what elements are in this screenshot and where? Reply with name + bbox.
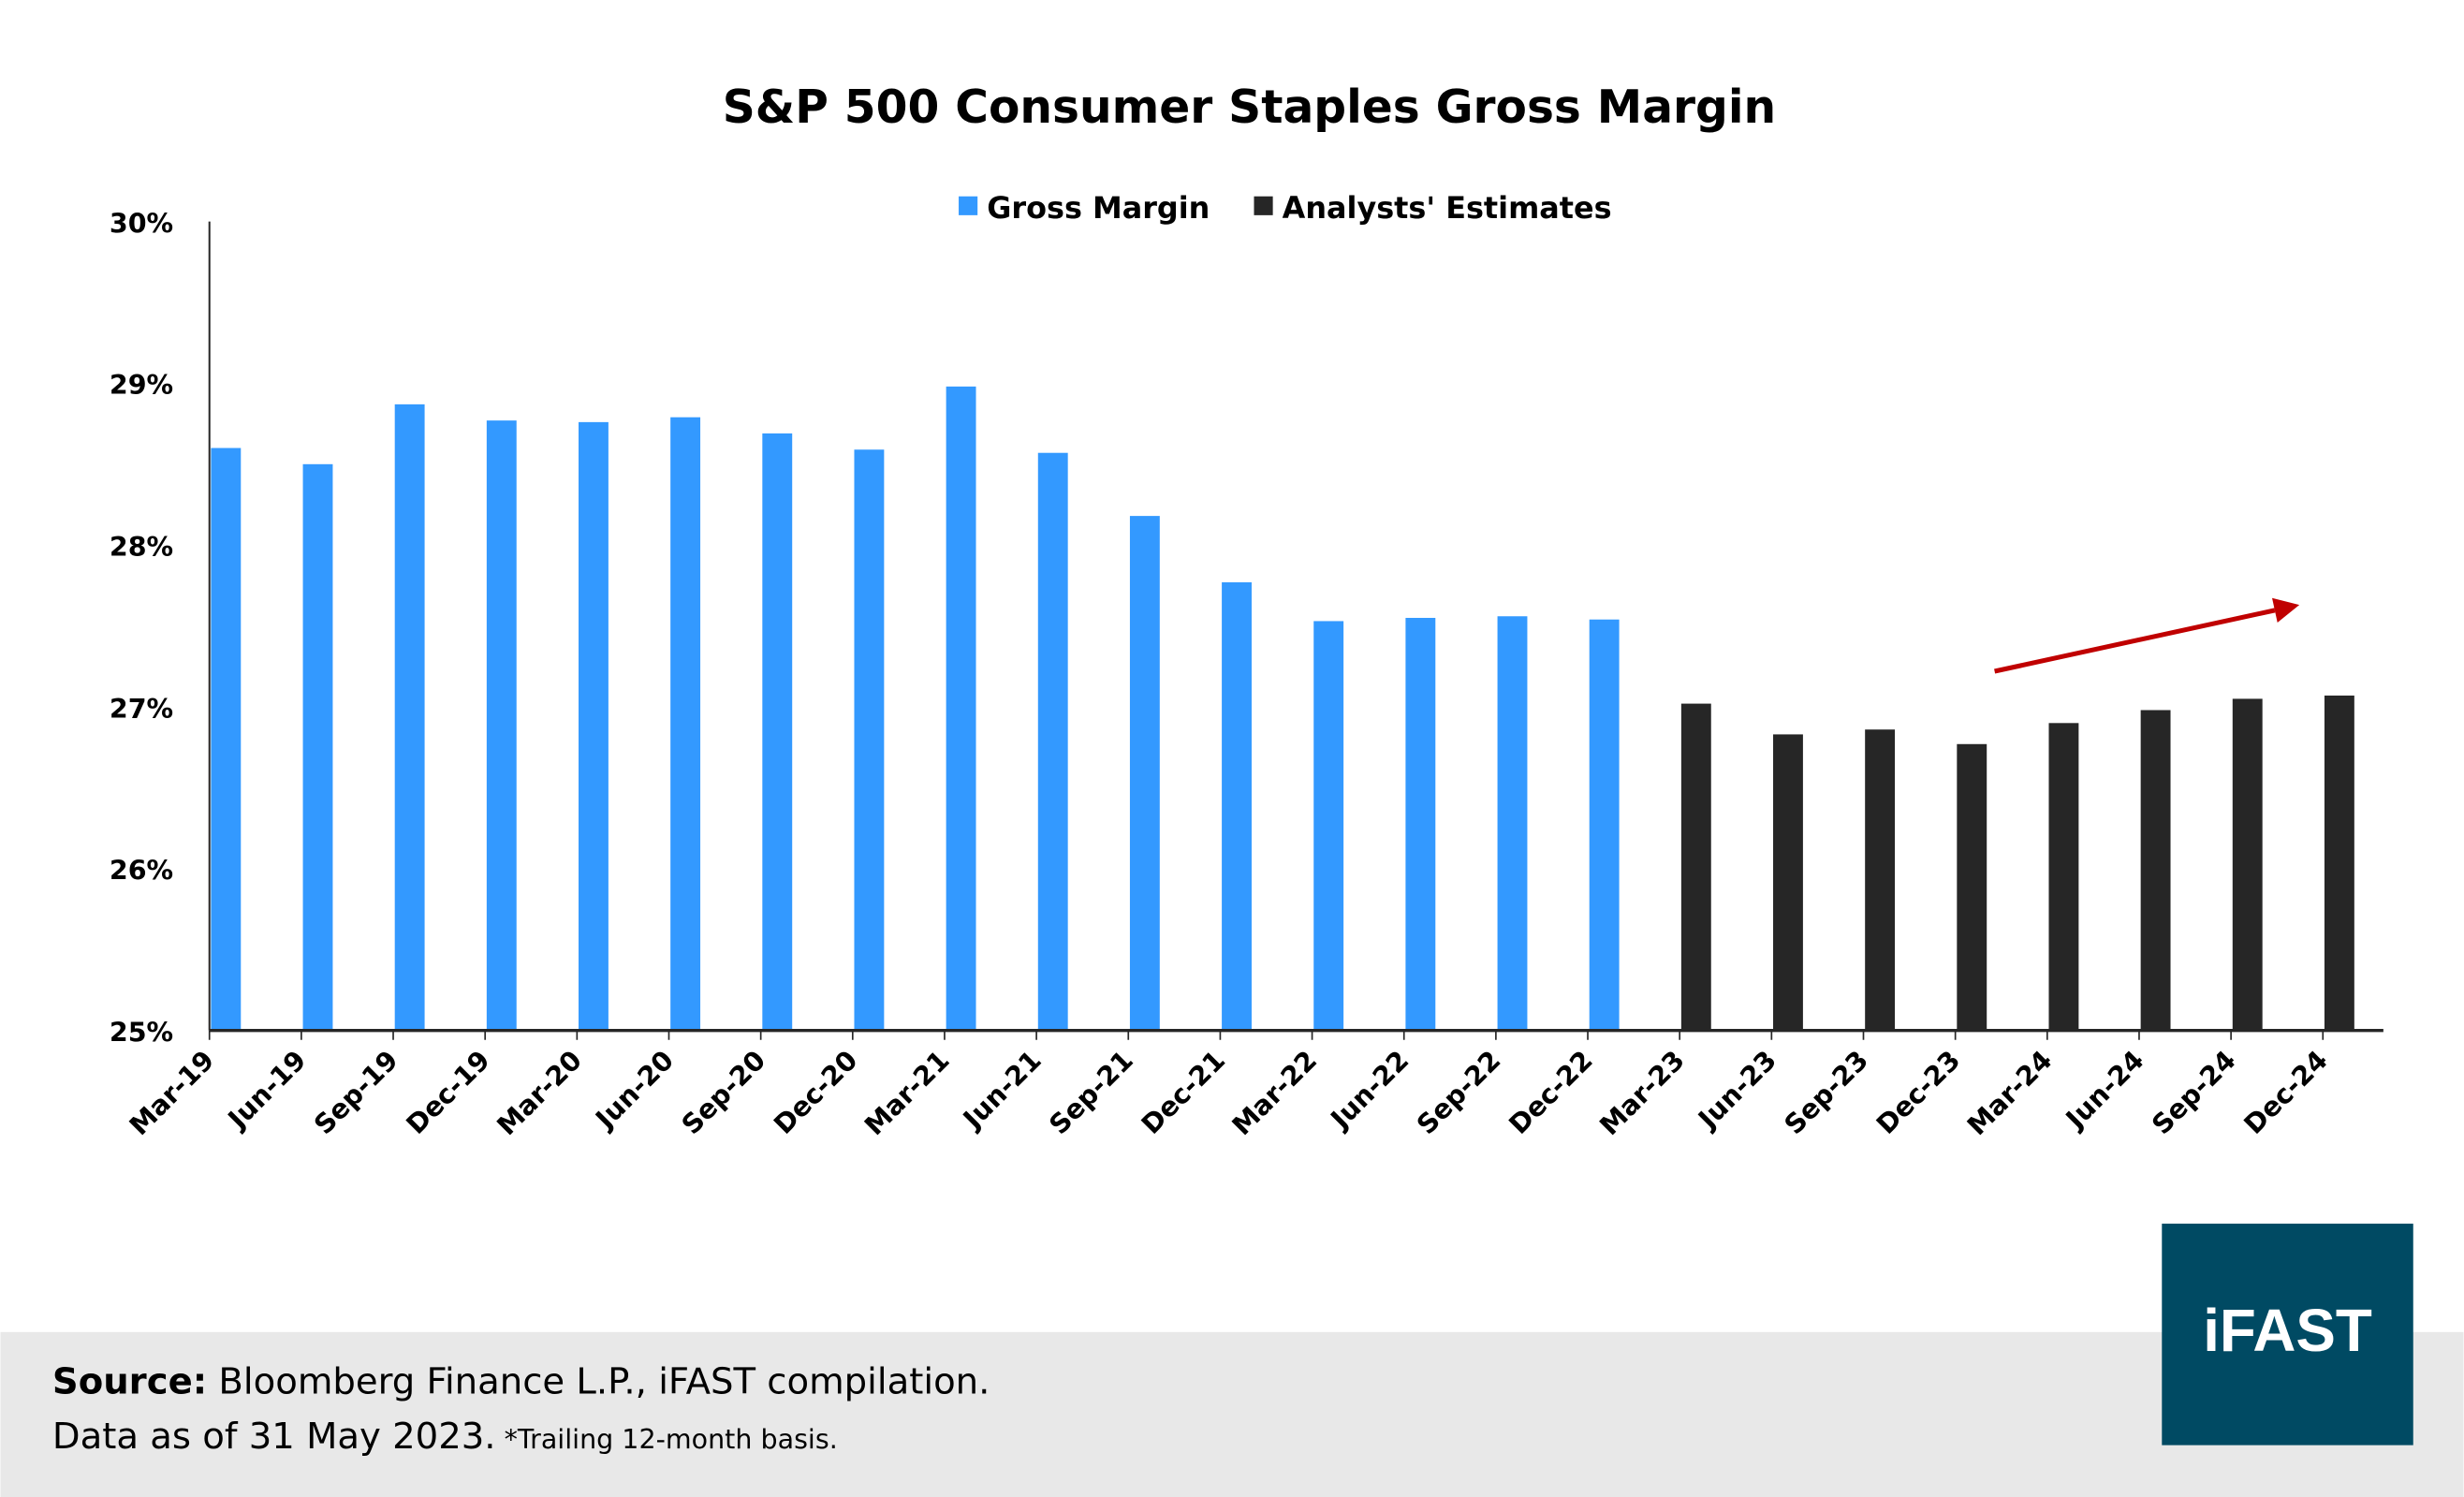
bar-gross-margin	[1589, 619, 1620, 1031]
y-tick-label: 28%	[110, 532, 173, 563]
bar-analysts-estimate	[2324, 695, 2354, 1031]
bar-gross-margin	[1313, 621, 1344, 1031]
legend-label-gross-margin: Gross Margin	[987, 190, 1210, 226]
y-tick-label: 26%	[110, 856, 173, 887]
source-label: Source:	[52, 1360, 207, 1402]
source-text: Source: Bloomberg Finance L.P., iFAST co…	[52, 1360, 990, 1402]
legend-swatch-gross-margin	[959, 196, 978, 215]
y-tick-label: 25%	[110, 1017, 173, 1048]
logo-text: iFAST	[2203, 1297, 2372, 1364]
bar-gross-margin	[670, 417, 701, 1031]
bar-gross-margin	[486, 420, 517, 1031]
y-tick-label: 29%	[110, 370, 173, 401]
y-axis: 25% 26% 27% 28% 29% 30%	[110, 208, 211, 1048]
bar-analysts-estimate	[2048, 723, 2079, 1031]
bar-gross-margin	[1129, 516, 1160, 1031]
bar-analysts-estimate	[1865, 729, 1896, 1031]
bar-analysts-estimate	[1773, 734, 1803, 1031]
y-tick-label: 30%	[110, 208, 173, 239]
chart-title: S&P 500 Consumer Staples Gross Margin	[723, 81, 1776, 134]
bar-gross-margin	[579, 421, 609, 1031]
data-as-of-text: Data as of 31 May 2023. *Trailing 12-mon…	[52, 1416, 838, 1458]
legend-label-analysts-estimates: Analysts' Estimates	[1283, 190, 1612, 226]
bar-analysts-estimate	[2232, 698, 2263, 1031]
arrow-head	[2272, 597, 2300, 623]
logo-box	[2162, 1224, 2413, 1446]
ifast-logo: iFAST	[2162, 1224, 2413, 1446]
footnote: *Trailing 12-month basis.	[496, 1424, 838, 1455]
bar-gross-margin	[1405, 617, 1436, 1031]
bar-gross-margin	[854, 449, 885, 1031]
source-value: Bloomberg Finance L.P., iFAST compilatio…	[207, 1360, 990, 1402]
data-as-of: Data as of 31 May 2023.	[52, 1416, 496, 1458]
bar-analysts-estimate	[1680, 703, 1711, 1031]
bar-gross-margin	[946, 386, 976, 1031]
bar-gross-margin	[762, 433, 793, 1031]
bar-analysts-estimate	[1957, 743, 1987, 1031]
arrow-shaft	[1994, 608, 2276, 674]
bar-analysts-estimate	[2140, 710, 2171, 1031]
footer-band	[0, 1331, 2464, 1497]
bars	[211, 386, 2354, 1031]
bar-gross-margin	[1037, 452, 1068, 1031]
bar-gross-margin	[394, 404, 425, 1031]
bar-gross-margin	[1222, 581, 1252, 1031]
legend: Gross Margin Analysts' Estimates	[959, 190, 1612, 226]
bar-gross-margin	[1497, 616, 1528, 1031]
bar-gross-margin	[302, 463, 333, 1031]
trend-arrow	[1994, 597, 2300, 674]
y-tick-label: 27%	[110, 694, 173, 725]
legend-swatch-analysts-estimates	[1254, 196, 1273, 215]
bar-gross-margin	[211, 448, 242, 1031]
